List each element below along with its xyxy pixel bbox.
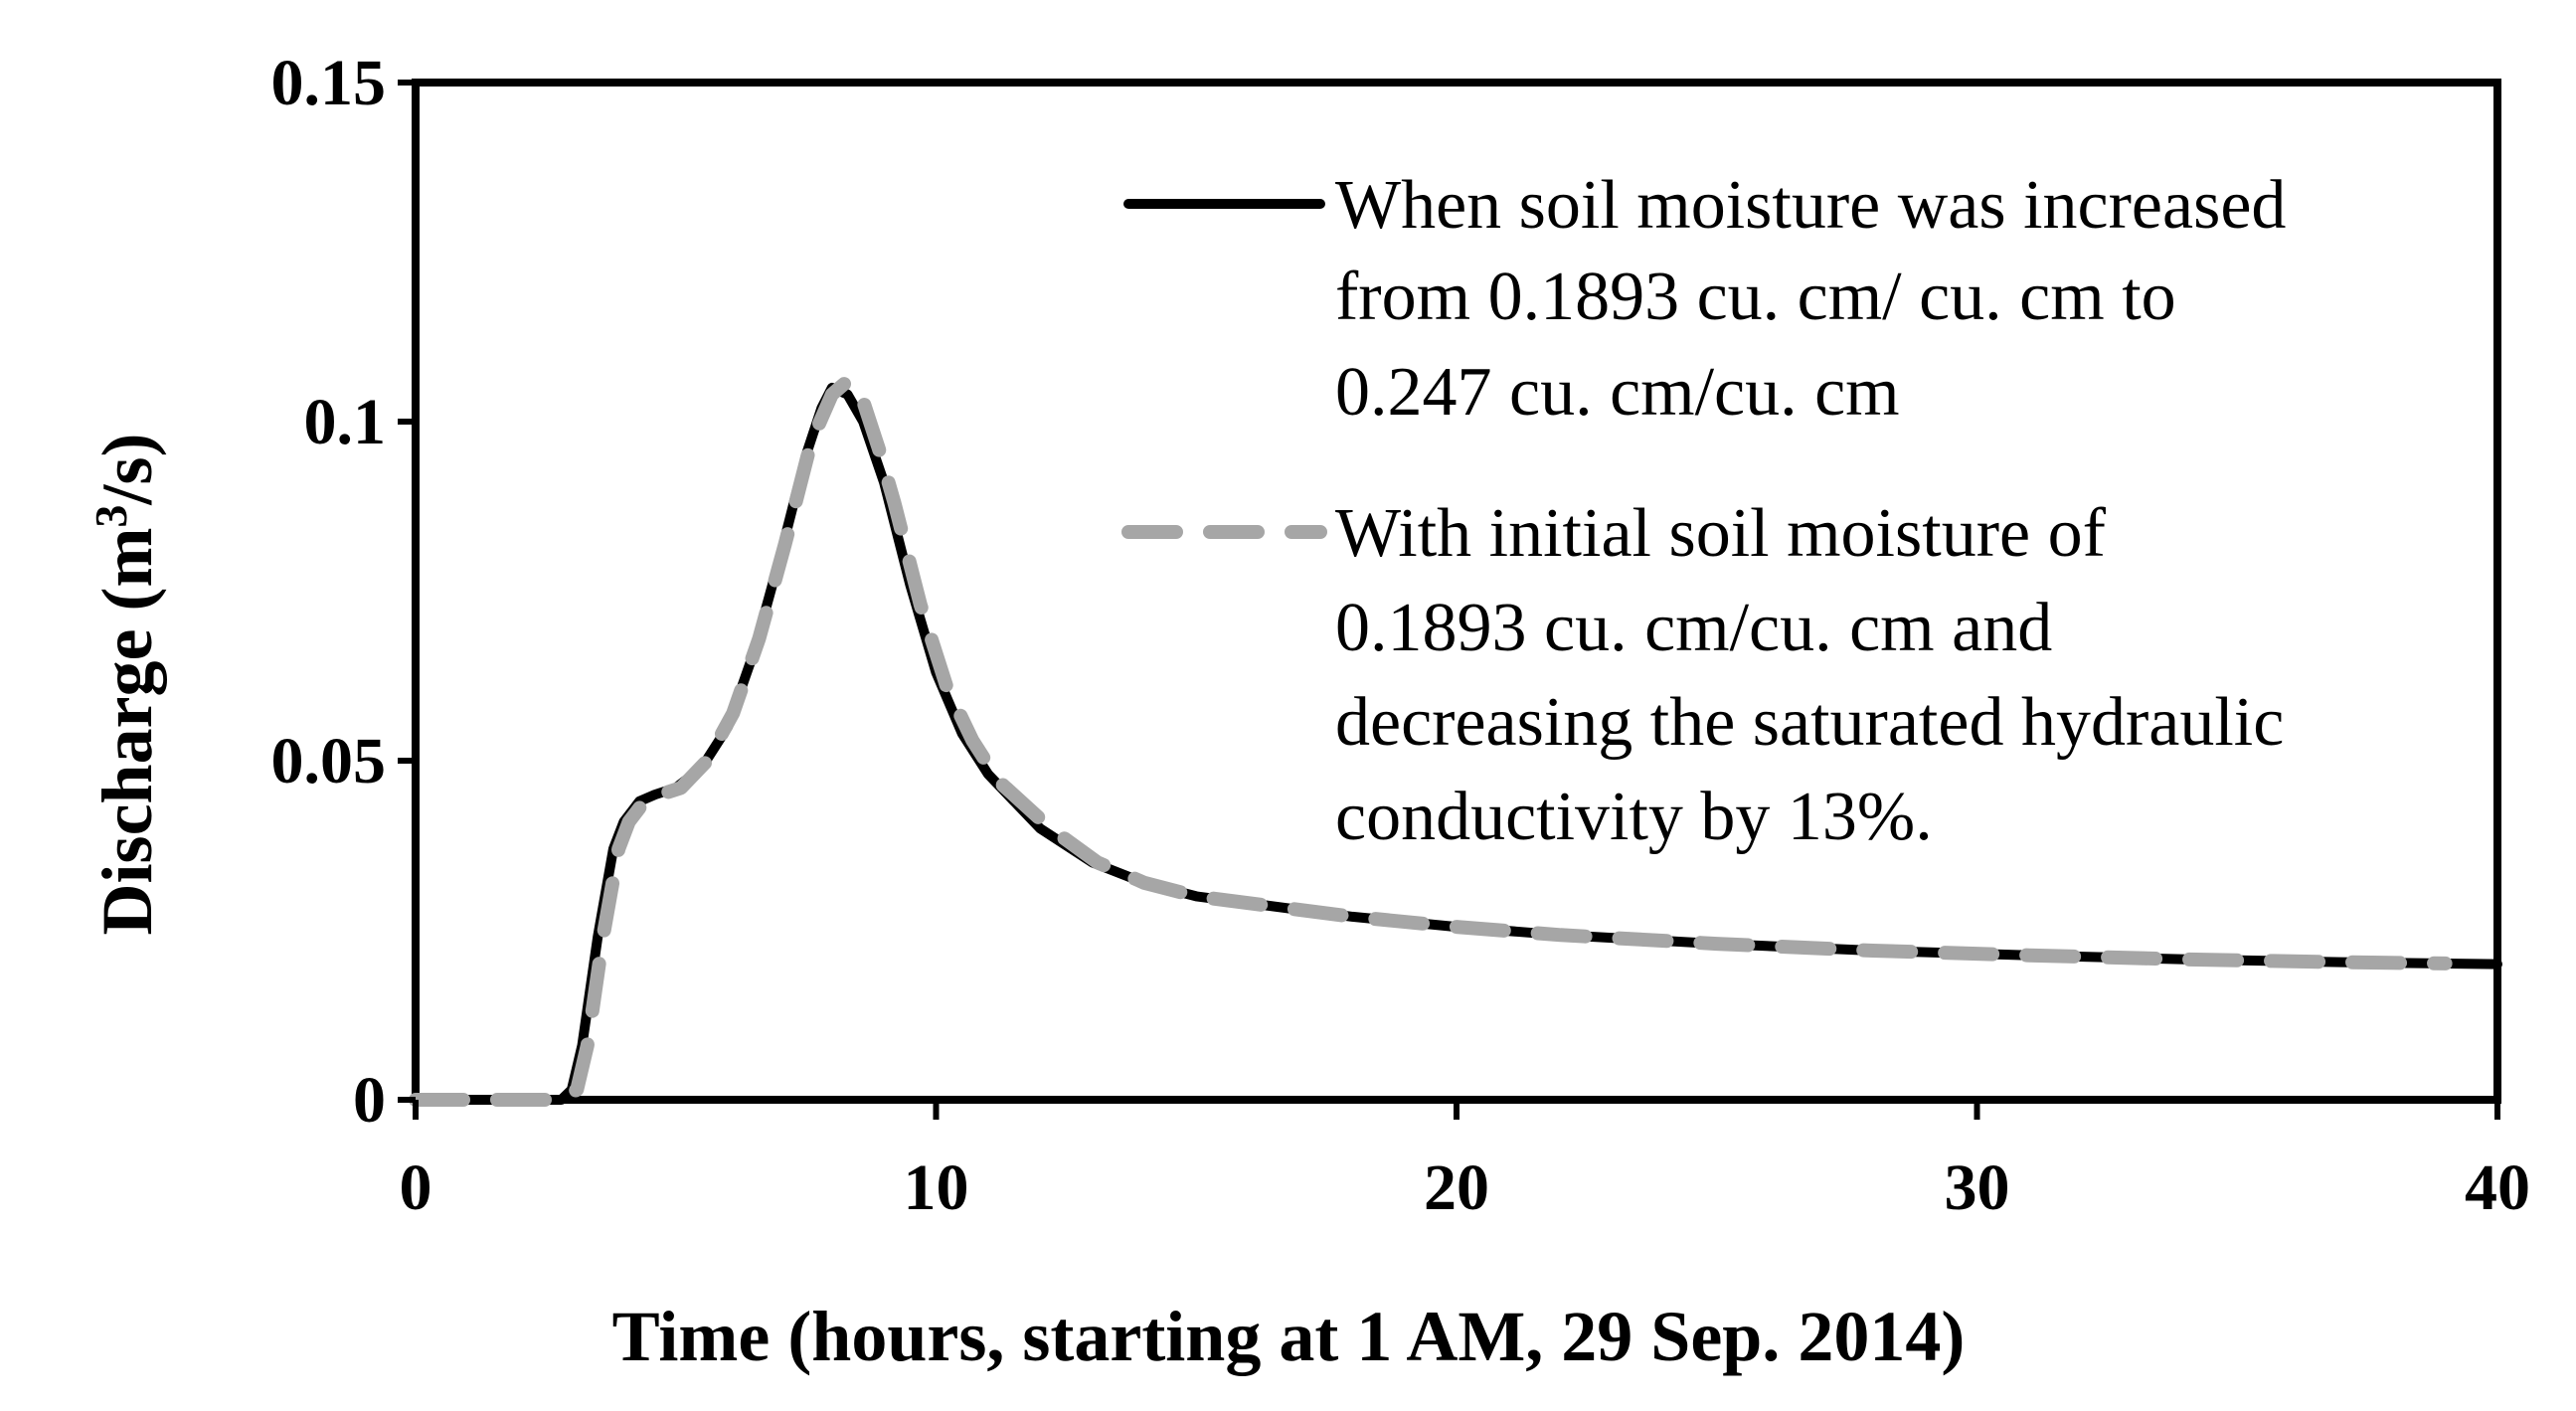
legend-label: With initial soil moisture of	[1335, 495, 2107, 572]
y-tick-label: 0.1	[304, 386, 387, 458]
y-tick-label: 0	[353, 1064, 386, 1137]
legend-label: conductivity by 13%.	[1335, 779, 1933, 855]
legend-label: decreasing the saturated hydraulic	[1335, 684, 2284, 761]
legend-label: 0.1893 cu. cm/cu. cm and	[1335, 590, 2052, 666]
x-tick-label: 40	[2465, 1151, 2530, 1224]
y-axis-title-sup: 3	[86, 505, 136, 528]
series-layer	[409, 374, 2502, 1107]
y-axis-title-main: Discharge (m	[87, 528, 167, 936]
y-tick-label: 0.05	[271, 725, 387, 797]
x-tick-label: 30	[1945, 1151, 2010, 1224]
legend-label: When soil moisture was increased	[1335, 167, 2286, 244]
legend-label: 0.247 cu. cm/cu. cm	[1335, 354, 1900, 431]
legend: When soil moisture was increased from 0.1…	[1121, 167, 2286, 855]
legend-label: from 0.1893 cu. cm/ cu. cm to	[1335, 259, 2176, 335]
x-tick-label: 20	[1424, 1151, 1489, 1224]
y-axis-title-tail: /s)	[87, 434, 167, 506]
x-tick-label: 0	[400, 1151, 432, 1224]
axes: 0 0.05 0.1 0.15 0 10 20 30 40	[271, 47, 2531, 1224]
x-tick-label: 10	[904, 1151, 969, 1224]
y-tick-label: 0.15	[271, 47, 387, 119]
x-axis-title: Time (hours, starting at 1 AM, 29 Sep. 2…	[612, 1297, 1966, 1376]
y-axis-title: Discharge (m3/s)	[86, 434, 168, 936]
series-line-decreased-conductivity	[409, 374, 2453, 1107]
